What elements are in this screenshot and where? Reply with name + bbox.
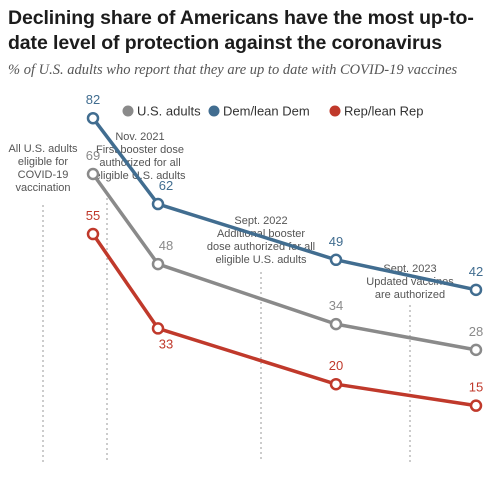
- annotation-2-line-3: authorized for all: [99, 157, 180, 169]
- legend-label-u-s-adults: U.S. adults: [137, 104, 201, 119]
- data-label-dem-lean-dem-4: 42: [469, 264, 483, 279]
- annotation-1-line-4: vaccination: [15, 182, 70, 194]
- point-u-s-adults-3: [329, 317, 343, 331]
- point-u-s-adults-1: [86, 167, 100, 181]
- point-rep-lean-rep-4: [469, 399, 483, 412]
- legend-label-dem-lean-dem: Dem/lean Dem: [223, 104, 310, 119]
- data-label-rep-lean-rep-3: 20: [329, 358, 343, 373]
- data-label-dem-lean-dem-1: 82: [86, 92, 100, 107]
- annotation-4-line-3: are authorized: [375, 289, 445, 301]
- data-label-rep-lean-rep-1: 55: [86, 208, 100, 223]
- data-label-dem-lean-dem-3: 49: [329, 234, 343, 249]
- series-line-u-s-adults: [91, 172, 478, 352]
- legend-marker-dem-lean-dem: [208, 105, 220, 117]
- point-rep-lean-rep-2: [151, 322, 165, 335]
- legend-marker-rep-lean-rep: [329, 105, 341, 117]
- data-label-u-s-adults-2: 48: [159, 238, 173, 253]
- series-line-rep-lean-rep: [91, 232, 478, 408]
- annotation-1-line-1: All U.S. adults: [8, 143, 78, 155]
- chart-title: Declining share of Americans have the mo…: [8, 7, 474, 54]
- point-dem-lean-dem-1: [86, 111, 100, 125]
- data-label-u-s-adults-4: 28: [469, 324, 483, 339]
- point-dem-lean-dem-3: [329, 253, 343, 267]
- point-rep-lean-rep-3: [329, 377, 343, 391]
- point-u-s-adults-2: [151, 257, 165, 271]
- point-dem-lean-dem-2: [151, 197, 165, 211]
- data-label-rep-lean-rep-4: 15: [469, 380, 483, 395]
- annotation-1-line-2: eligible for: [18, 156, 68, 168]
- data-label-u-s-adults-3: 34: [329, 298, 343, 313]
- legend-marker-u-s-adults: [122, 105, 134, 117]
- point-u-s-adults-4: [469, 343, 483, 357]
- legend-label-rep-lean-rep: Rep/lean Rep: [344, 104, 424, 119]
- annotation-2-line-4: eligible U.S. adults: [94, 170, 186, 182]
- point-dem-lean-dem-4: [469, 283, 483, 297]
- annotation-1-line-3: COVID-19: [18, 169, 69, 181]
- annotation-2-line-1: Nov. 2021: [115, 131, 164, 143]
- annotation-3-line-1: Sept. 2022: [234, 215, 287, 227]
- annotation-2-line-2: First booster dose: [96, 144, 184, 156]
- data-label-rep-lean-rep-2: 33: [159, 336, 173, 351]
- annotation-3-line-2: Additional booster: [217, 228, 305, 240]
- data-label-u-s-adults-1: 69: [86, 148, 100, 163]
- point-rep-lean-rep-1: [86, 227, 100, 241]
- data-label-dem-lean-dem-2: 62: [159, 178, 173, 193]
- chart-subtitle: % of U.S. adults who report that they ar…: [8, 62, 458, 78]
- annotation-3-line-4: eligible U.S. adults: [215, 254, 307, 266]
- series-line-dem-lean-dem: [91, 116, 478, 292]
